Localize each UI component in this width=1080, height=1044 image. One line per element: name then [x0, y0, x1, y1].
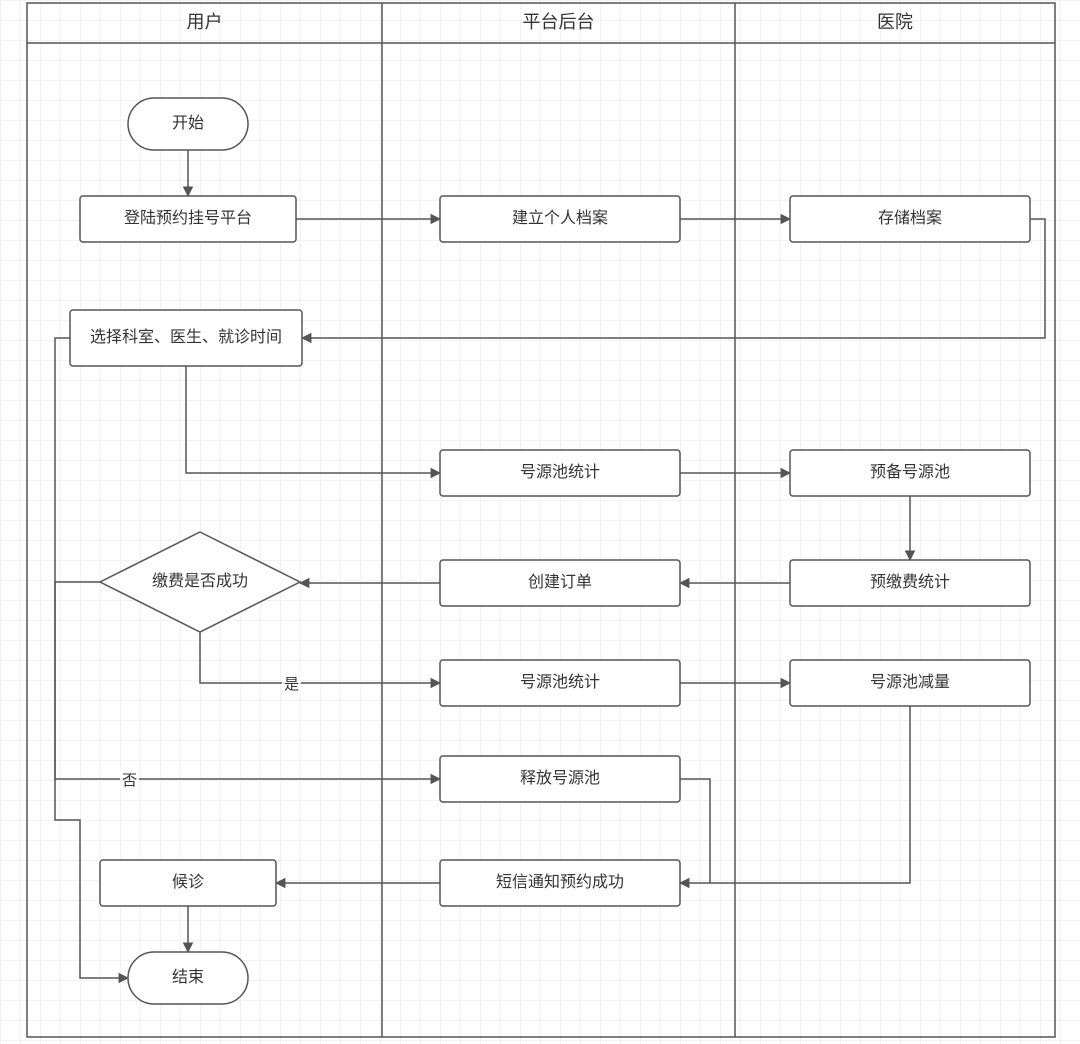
- node-select: [70, 310, 302, 366]
- node-pool1: [440, 450, 680, 496]
- edge-release-sms_join: [680, 779, 710, 883]
- node-dec: [790, 660, 1030, 706]
- node-pool2: [440, 660, 680, 706]
- node-store: [790, 196, 1030, 242]
- node-profile: [440, 196, 680, 242]
- node-login: [80, 196, 296, 242]
- edge-pay-pool2: [200, 632, 440, 683]
- edge-dec-sms: [680, 706, 910, 883]
- node-prestat: [790, 560, 1030, 606]
- node-sms: [440, 860, 680, 906]
- node-wait: [100, 860, 276, 906]
- node-end: [128, 952, 248, 1004]
- node-prep: [790, 450, 1030, 496]
- node-start: [128, 98, 248, 150]
- node-release: [440, 756, 680, 802]
- node-order: [440, 560, 680, 606]
- node-pay: [100, 532, 300, 632]
- edge-select-pool1: [186, 366, 440, 473]
- flowchart-canvas: [0, 0, 1080, 1044]
